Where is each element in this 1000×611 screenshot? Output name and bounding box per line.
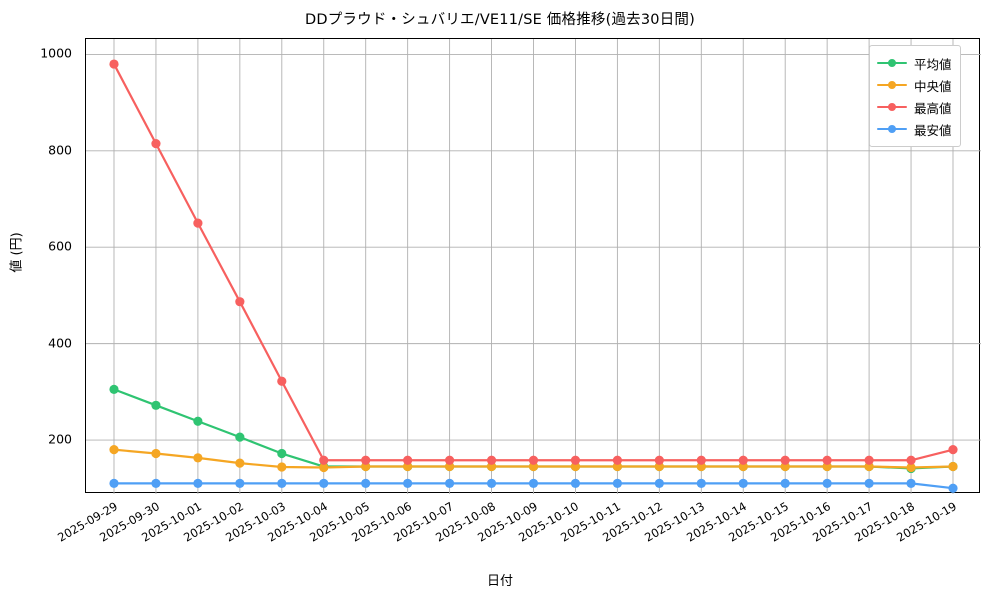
data-point bbox=[780, 478, 790, 488]
x-axis-tick-labels: 2025-09-29 2025-09-30 2025-10-01 2025-10-02… bbox=[55, 493, 980, 573]
data-point bbox=[193, 453, 203, 463]
legend-swatch-icon bbox=[877, 57, 907, 69]
data-point bbox=[822, 455, 832, 465]
data-point bbox=[528, 455, 539, 465]
data-point bbox=[570, 455, 581, 465]
data-point bbox=[948, 483, 958, 493]
data-point bbox=[948, 445, 958, 455]
data-point bbox=[696, 455, 706, 465]
data-point bbox=[570, 478, 581, 488]
data-point bbox=[109, 59, 119, 69]
data-point bbox=[822, 478, 832, 488]
data-point bbox=[109, 384, 119, 395]
legend-label: 最安値 bbox=[914, 122, 952, 138]
data-point bbox=[696, 478, 706, 488]
series-2 bbox=[109, 59, 958, 465]
y-tick-label: 400 bbox=[48, 335, 72, 351]
data-point bbox=[109, 478, 119, 488]
data-point bbox=[445, 478, 455, 488]
data-point bbox=[738, 478, 748, 488]
data-point bbox=[486, 478, 497, 488]
data-point bbox=[948, 461, 958, 472]
data-point bbox=[277, 376, 287, 386]
data-point bbox=[654, 455, 664, 465]
data-point bbox=[319, 462, 329, 473]
chart-legend: 平均値中央値最高値最安値 bbox=[869, 45, 961, 147]
legend-item-1[interactable]: 中央値 bbox=[877, 74, 952, 96]
legend-label: 中央値 bbox=[914, 78, 952, 94]
data-point bbox=[612, 455, 623, 465]
data-point bbox=[906, 478, 916, 488]
data-point bbox=[738, 455, 748, 465]
x-axis-label: 日付 bbox=[486, 574, 513, 589]
legend-item-2[interactable]: 最高値 bbox=[877, 96, 952, 118]
legend-swatch-icon bbox=[877, 79, 907, 91]
data-point bbox=[612, 478, 623, 488]
data-point bbox=[361, 455, 371, 465]
data-point bbox=[193, 416, 203, 426]
y-tick-label: 200 bbox=[48, 431, 72, 447]
data-point bbox=[445, 455, 455, 465]
plot-area bbox=[85, 38, 981, 494]
data-series-group bbox=[109, 59, 958, 493]
data-point bbox=[403, 455, 413, 465]
data-point bbox=[235, 297, 245, 307]
data-point bbox=[235, 432, 245, 442]
data-point bbox=[151, 138, 161, 149]
data-point bbox=[235, 478, 245, 488]
y-tick-label: 600 bbox=[48, 238, 72, 254]
legend-label: 最高値 bbox=[914, 100, 952, 116]
legend-label: 平均値 bbox=[914, 56, 952, 72]
legend-item-0[interactable]: 平均値 bbox=[877, 52, 952, 74]
data-point bbox=[654, 478, 664, 488]
data-point bbox=[906, 455, 916, 465]
data-point bbox=[151, 478, 161, 488]
data-point bbox=[277, 462, 287, 472]
data-point bbox=[109, 445, 119, 455]
legend-item-3[interactable]: 最安値 bbox=[877, 118, 952, 140]
data-point bbox=[151, 400, 161, 410]
legend-swatch-icon bbox=[877, 101, 907, 113]
y-tick-label: 800 bbox=[48, 142, 72, 158]
series-3 bbox=[109, 478, 958, 493]
data-point bbox=[486, 455, 497, 465]
data-point bbox=[193, 218, 203, 228]
data-point bbox=[277, 478, 287, 488]
y-tick-label: 1000 bbox=[40, 45, 72, 61]
data-point bbox=[906, 462, 916, 473]
data-point bbox=[864, 478, 874, 488]
data-point bbox=[235, 458, 245, 468]
data-point bbox=[319, 455, 329, 465]
y-axis-tick-labels: 200 400 600 800 1000 bbox=[0, 38, 1000, 493]
data-point bbox=[403, 478, 413, 488]
plot-svg bbox=[86, 39, 981, 494]
data-point bbox=[277, 448, 287, 459]
data-point bbox=[193, 478, 203, 488]
data-point bbox=[319, 478, 329, 488]
chart-title: DDプラウド・シュバリエ/VE11/SE 価格推移(過去30日間) bbox=[305, 12, 695, 28]
data-point bbox=[780, 455, 790, 465]
data-point bbox=[151, 448, 161, 459]
data-point bbox=[361, 478, 371, 488]
data-point bbox=[528, 478, 539, 488]
legend-swatch-icon bbox=[877, 123, 907, 135]
data-point bbox=[864, 455, 874, 465]
